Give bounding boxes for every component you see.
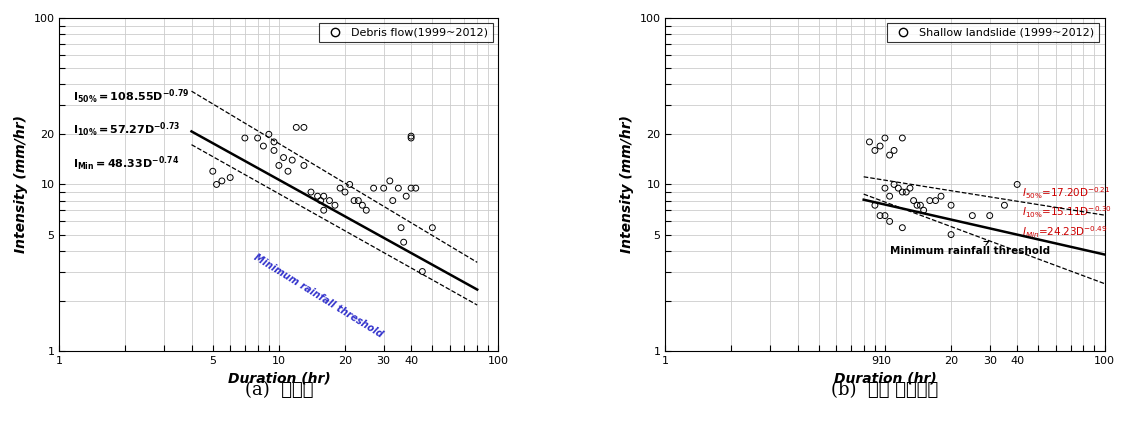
Text: $I_{Min}$=24.23D$^{-0.49}$: $I_{Min}$=24.23D$^{-0.49}$	[1022, 224, 1107, 240]
Point	[414, 268, 432, 275]
Y-axis label: Intensity (mm/hr): Intensity (mm/hr)	[620, 115, 634, 253]
Point	[308, 193, 326, 200]
Point	[402, 133, 420, 140]
Point	[860, 138, 878, 145]
Point	[213, 178, 231, 184]
Point	[880, 151, 898, 158]
Y-axis label: Intensity (mm/hr): Intensity (mm/hr)	[14, 115, 28, 253]
Point	[346, 197, 364, 204]
Point	[295, 162, 313, 169]
Point	[283, 157, 301, 164]
Point	[904, 197, 922, 204]
Point	[321, 197, 339, 204]
Point	[424, 224, 442, 231]
Point	[315, 193, 333, 200]
Point	[365, 185, 383, 192]
Point	[893, 189, 911, 196]
X-axis label: Duration (hr): Duration (hr)	[834, 372, 936, 385]
Text: (a)  토석류: (a) 토석류	[245, 381, 313, 399]
Point	[398, 193, 416, 200]
Point	[914, 207, 932, 214]
Point	[893, 224, 911, 231]
Point	[274, 154, 292, 161]
Legend: Debris flow(1999~2012): Debris flow(1999~2012)	[320, 23, 493, 43]
Point	[326, 202, 344, 209]
Point	[301, 189, 320, 196]
Point	[295, 124, 313, 131]
Point	[288, 124, 306, 131]
Point	[901, 185, 919, 192]
Text: $I_{50\%}$=17.20D$^{-0.21}$: $I_{50\%}$=17.20D$^{-0.21}$	[1022, 186, 1110, 201]
Point	[394, 239, 412, 246]
Point	[871, 143, 889, 150]
Point	[236, 135, 254, 141]
Point	[911, 202, 929, 209]
Point	[880, 193, 898, 200]
Point	[204, 168, 222, 175]
Point	[384, 197, 402, 204]
Point	[357, 207, 375, 214]
Text: $\mathbf{I_{50\%}=108.55D^{-0.79}}$: $\mathbf{I_{50\%}=108.55D^{-0.79}}$	[73, 87, 189, 105]
Point	[402, 135, 420, 141]
Point	[942, 231, 960, 238]
Point	[996, 202, 1014, 209]
Text: Minimum rainfall threshold: Minimum rainfall threshold	[252, 252, 384, 339]
Point	[375, 185, 393, 192]
Point	[341, 181, 359, 188]
Point	[876, 135, 894, 141]
Point	[254, 143, 272, 150]
Point	[381, 178, 399, 184]
Point	[270, 162, 288, 169]
Point	[876, 185, 894, 192]
Point	[407, 185, 425, 192]
Point	[963, 212, 981, 219]
Point	[353, 202, 372, 209]
Point	[897, 189, 915, 196]
Point	[942, 202, 960, 209]
Point	[312, 197, 330, 204]
Point	[932, 193, 951, 200]
Point	[335, 189, 353, 196]
Point	[981, 212, 999, 219]
Point	[248, 135, 266, 141]
Point	[402, 185, 420, 192]
Point	[265, 147, 283, 154]
Text: $\mathbf{I_{Min}=48.33D^{-0.74}}$: $\mathbf{I_{Min}=48.33D^{-0.74}}$	[73, 155, 179, 174]
Point	[265, 138, 283, 145]
Point	[349, 197, 367, 204]
Text: $\mathbf{I_{10\%}=57.27D^{-0.73}}$: $\mathbf{I_{10\%}=57.27D^{-0.73}}$	[73, 121, 180, 139]
Point	[207, 181, 225, 188]
Point	[279, 168, 297, 175]
Point	[1008, 181, 1026, 188]
Point	[921, 197, 939, 204]
Point	[885, 147, 903, 154]
Point	[866, 202, 884, 209]
Point	[885, 181, 903, 188]
Point	[331, 185, 349, 192]
Point	[880, 218, 898, 225]
Point	[908, 202, 926, 209]
Text: $I_{10\%}$=15.11D$^{-0.30}$: $I_{10\%}$=15.11D$^{-0.30}$	[1022, 204, 1111, 220]
Point	[889, 185, 908, 192]
Legend: Shallow landslide (1999~2012): Shallow landslide (1999~2012)	[887, 23, 1099, 43]
Point	[221, 174, 239, 181]
Point	[392, 224, 410, 231]
Point	[893, 135, 911, 141]
Text: Minimum rainfall threshold: Minimum rainfall threshold	[889, 241, 1050, 256]
Text: (b)  얕은 사면파괴: (b) 얕은 사면파괴	[832, 381, 938, 399]
Point	[315, 207, 333, 214]
Point	[876, 212, 894, 219]
X-axis label: Duration (hr): Duration (hr)	[228, 372, 330, 385]
Point	[871, 212, 889, 219]
Point	[866, 147, 884, 154]
Point	[259, 131, 278, 138]
Point	[927, 197, 945, 204]
Point	[390, 185, 408, 192]
